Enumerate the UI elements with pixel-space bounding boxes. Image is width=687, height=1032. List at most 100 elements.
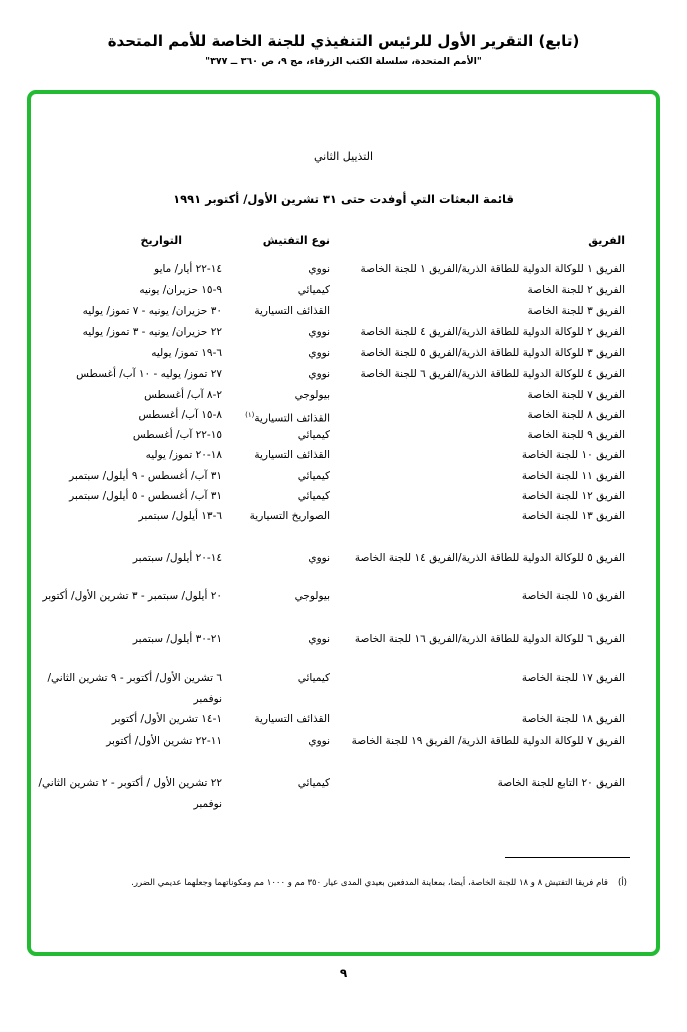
inspection-type-cell: القذائف التسيارية (230, 301, 330, 322)
inspection-type-cell: كيميائي (230, 773, 330, 794)
annex-title: التذييل الثاني (313, 150, 374, 163)
team-cell: الفريق ٨ للجنة الخاصة (527, 409, 625, 421)
table-row: الفريق ٢٠ التابع للجنة الخاصة كيميائي ٢٢ ت… (0, 773, 687, 810)
inspection-type-cell: نووي (230, 343, 330, 364)
inspection-type-text: كيميائي (297, 470, 330, 482)
dates-cell: ٢-٨ آب/ أغسطس (144, 389, 222, 401)
inspection-type-cell: كيميائي (230, 466, 330, 487)
table-row: الفريق ١٥ للجنة الخاصة بيولوجي ٢٠ أيلول/ س… (0, 586, 687, 602)
team-cell: الفريق ٢ للوكالة الدولية للطاقة الذرية/ا… (360, 326, 625, 338)
green-frame (27, 90, 660, 956)
team-cell: الفريق ١٥ للجنة الخاصة (521, 590, 625, 602)
dates-cell: ٢٢ حزيران/ يونيه - ٣ تموز/ يوليه (82, 326, 222, 338)
table-row: الفريق ٧ للجنة الخاصة بيولوجي ٢-٨ آب/ أغسط… (0, 385, 687, 401)
dates-cell: ٣٠ حزيران/ يونيه - ٧ تموز/ يوليه (82, 305, 222, 317)
dates-cell: ٢٠ أيلول/ سبتمبر - ٣ تشرين الأول/ أكتوبر (42, 590, 222, 602)
inspection-type-text: نووي (308, 326, 330, 338)
column-header-type: نوع التفتيش (262, 234, 330, 247)
inspection-type-cell: نووي (230, 548, 330, 569)
dates-cell: ٣١ آب/ أغسطس - ٥ أيلول/ سبتمبر (69, 490, 222, 502)
dates-cell: ١٨-٢٠ تموز/ يوليه (145, 449, 222, 461)
inspection-type-cell: نووي (230, 259, 330, 280)
team-cell: الفريق ١٠ للجنة الخاصة (521, 449, 625, 461)
table-row: الفريق ١٠ للجنة الخاصة القذائف التسيارية ١… (0, 445, 687, 461)
dates-cell: ٣١ آب/ أغسطس - ٩ أيلول/ سبتمبر (69, 470, 222, 482)
team-cell: الفريق ١٧ للجنة الخاصة (521, 672, 625, 684)
dates-cell: ٦ تشرين الأول/ أكتوبر - ٩ تشرين الثاني/ … (47, 672, 223, 705)
inspection-type-cell: القذائف التسيارية (230, 709, 330, 730)
inspection-type-text: نووي (308, 263, 330, 275)
inspection-type-text: كيميائي (297, 490, 330, 502)
footnote-divider (505, 857, 630, 858)
team-cell: الفريق ٧ للجنة الخاصة (527, 389, 625, 401)
inspection-type-cell: كيميائي (230, 425, 330, 446)
list-title: قائمة البعثات التي أوفدت حتى ٣١ تشرين ال… (173, 192, 514, 206)
table-row: الفريق ١٨ للجنة الخاصة القذائف التسيارية ١… (0, 709, 687, 725)
dates-cell: ٢١-٣٠ أيلول/ سبتمبر (132, 633, 222, 645)
table-row: الفريق ٦ للوكالة الدولية للطاقة الذرية/ا… (0, 629, 687, 645)
team-cell: الفريق ١٨ للجنة الخاصة (521, 713, 625, 725)
dates-cell: ١٤-٢٠ أيلول/ سبتمبر (132, 552, 222, 564)
inspection-type-text: نووي (308, 735, 330, 747)
dates-cell: ١١-٢٢ تشرين الأول/ أكتوبر (106, 735, 222, 747)
inspection-type-text: الصواريخ التسيارية (249, 510, 330, 522)
footnote-text: قام فريقا التفتيش ٨ و ١٨ للجنة الخاصة، أ… (131, 878, 608, 888)
inspection-type-text: بيولوجي (294, 389, 330, 401)
inspection-type-cell: القذائف التسيارية(١) (230, 405, 330, 430)
dates-cell: ١٥-٢٢ آب/ أغسطس (132, 429, 222, 441)
page-number: ٩ (339, 966, 348, 980)
inspection-type-cell: نووي (230, 731, 330, 752)
inspection-type-cell: القذائف التسيارية (230, 445, 330, 466)
team-cell: الفريق ٧ للوكالة الدولية للطاقة الذرية/ … (351, 735, 625, 747)
team-cell: الفريق ٣ للجنة الخاصة (527, 305, 625, 317)
inspection-type-cell: كيميائي (230, 486, 330, 507)
table-row: الفريق ١٣ للجنة الخاصة الصواريخ التسيارية… (0, 506, 687, 522)
table-row: الفريق ١٢ للجنة الخاصة كيميائي ٣١ آب/ أغسط… (0, 486, 687, 502)
inspection-type-cell: كيميائي (230, 668, 330, 689)
document-title: (تابع) التقرير الأول للرئيس التنفيذي للج… (107, 32, 580, 50)
inspection-type-cell: كيميائي (230, 280, 330, 301)
table-row: الفريق ٢ للوكالة الدولية للطاقة الذرية/ا… (0, 322, 687, 338)
table-row: الفريق ٨ للجنة الخاصة القذائف التسيارية(١… (0, 405, 687, 425)
inspection-type-text: القذائف التسيارية (254, 449, 330, 461)
inspection-type-text: نووي (308, 368, 330, 380)
dates-cell: ١-١٤ تشرين الأول/ أكتوبر (111, 713, 222, 725)
table-row: الفريق ٤ للوكالة الدولية للطاقة الذرية/ا… (0, 364, 687, 380)
table-row: الفريق ٧ للوكالة الدولية للطاقة الذرية/ … (0, 731, 687, 747)
table-row: الفريق ١ للوكالة الدولية للطاقة الذرية/ا… (0, 259, 687, 275)
team-cell: الفريق ١ للوكالة الدولية للطاقة الذرية/ا… (360, 263, 625, 275)
inspection-type-text: القذائف التسيارية (254, 412, 330, 425)
footnote: (أ) قام فريقا التفتيش ٨ و ١٨ للجنة الخاصة… (37, 869, 627, 898)
table-row: الفريق ٣ للوكالة الدولية للطاقة الذرية/ا… (0, 343, 687, 359)
inspection-type-cell: نووي (230, 629, 330, 650)
inspection-type-text: نووي (308, 552, 330, 564)
table-row: الفريق ٥ للوكالة الدولية للطاقة الذرية/ا… (0, 548, 687, 564)
inspection-type-cell: الصواريخ التسيارية (230, 506, 330, 527)
inspection-type-text: كيميائي (297, 777, 330, 789)
team-cell: الفريق ٥ للوكالة الدولية للطاقة الذرية/ا… (354, 552, 625, 564)
table-row: الفريق ٢ للجنة الخاصة كيميائي ٩-١٥ حزيران/… (0, 280, 687, 296)
dates-cell: ٢٧ تموز/ يوليه - ١٠ آب/ أغسطس (76, 368, 222, 380)
inspection-type-text: القذائف التسيارية (254, 305, 330, 317)
dates-cell: ٩-١٥ حزيران/ يونيه (139, 284, 222, 296)
inspection-type-cell: بيولوجي (230, 586, 330, 607)
column-header-dates: التواريخ (140, 234, 182, 247)
inspection-type-text: كيميائي (297, 284, 330, 296)
team-cell: الفريق ١١ للجنة الخاصة (521, 470, 625, 482)
dates-cell: ٨-١٥ آب/ أغسطس (138, 409, 222, 421)
team-cell: الفريق ١٢ للجنة الخاصة (521, 490, 625, 502)
dates-cell: ٦-١٣ أيلول/ سبتمبر (138, 510, 222, 522)
inspection-type-text: بيولوجي (294, 590, 330, 602)
dates-cell: ٢٢ تشرين الأول / أكتوبر - ٢ تشرين الثاني… (38, 777, 222, 810)
dates-cell: ٦-١٩ تموز/ يوليه (151, 347, 222, 359)
footnote-reference[interactable]: (١) (245, 411, 255, 419)
inspection-type-cell: بيولوجي (230, 385, 330, 406)
inspection-type-text: نووي (308, 347, 330, 359)
dates-cell: ١٤-٢٢ أيار/ مايو (154, 263, 222, 275)
team-cell: الفريق ٤ للوكالة الدولية للطاقة الذرية/ا… (360, 368, 625, 380)
table-row: الفريق ٩ للجنة الخاصة كيميائي ١٥-٢٢ آب/ أغ… (0, 425, 687, 441)
inspection-type-text: القذائف التسيارية (254, 713, 330, 725)
team-cell: الفريق ٣ للوكالة الدولية للطاقة الذرية/ا… (360, 347, 625, 359)
table-row: الفريق ١١ للجنة الخاصة كيميائي ٣١ آب/ أغسط… (0, 466, 687, 482)
